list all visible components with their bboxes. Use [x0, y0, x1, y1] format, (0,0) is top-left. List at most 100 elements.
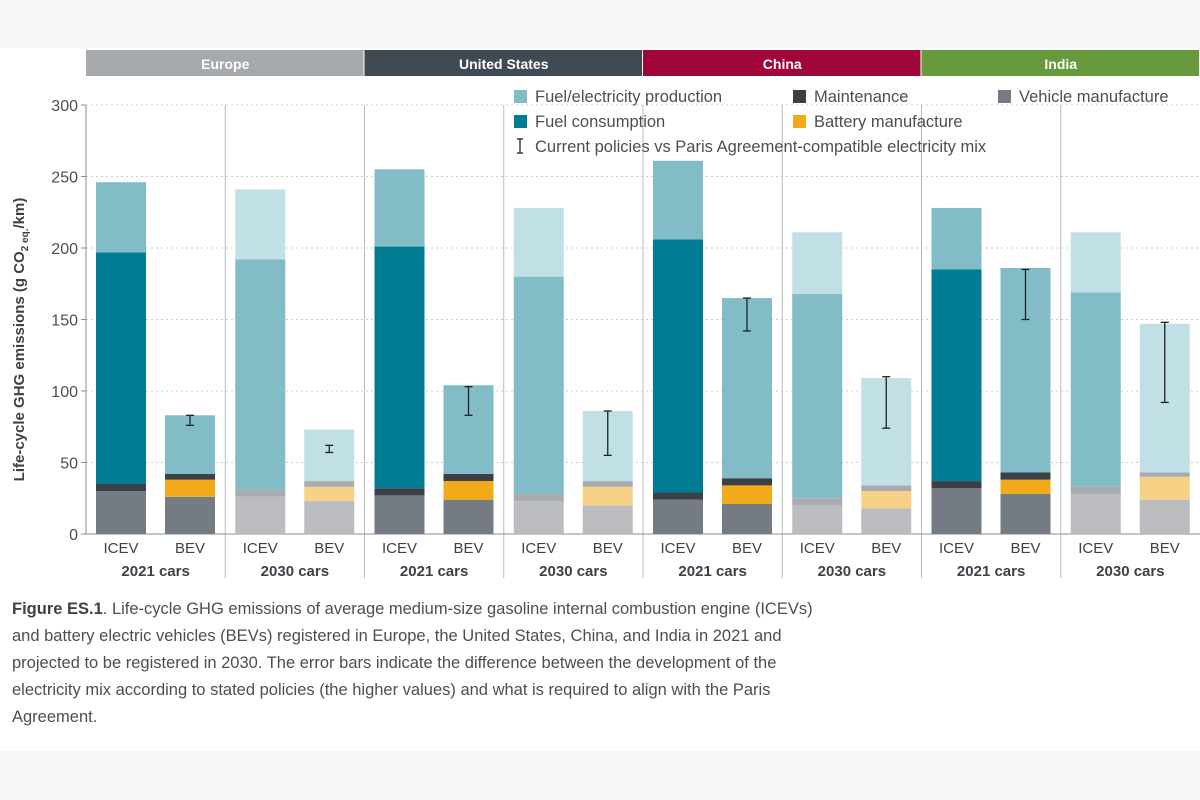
- bar-segment-vehicle-manufacture: [582, 505, 633, 534]
- x-tick-label: ICEV: [939, 540, 974, 557]
- bar-segment-battery-manufacture: [861, 491, 912, 509]
- region-header-united-states: [364, 50, 642, 76]
- x-tick-label: BEV: [453, 540, 483, 557]
- x-tick-label: ICEV: [1078, 540, 1113, 557]
- region-label: India: [1044, 56, 1077, 72]
- bar-segment-maintenance: [1139, 472, 1190, 477]
- y-tick-label: 50: [60, 456, 78, 473]
- legend-label: Fuel consumption: [535, 113, 665, 131]
- bar-segment-maintenance: [861, 485, 912, 492]
- legend-label: Current policies vs Paris Agreement-comp…: [535, 138, 987, 156]
- bar-segment-vehicle-manufacture: [1000, 493, 1051, 534]
- x-tick-label: ICEV: [521, 540, 556, 557]
- region-header-europe: [86, 50, 364, 76]
- bar-segment-battery-manufacture: [304, 486, 355, 502]
- bar-segment-maintenance: [722, 478, 772, 486]
- bar-segment-vehicle-manufacture: [513, 501, 564, 534]
- bar-segment-battery-manufacture: [1139, 476, 1190, 500]
- region-label: United States: [459, 56, 549, 72]
- bar-segment-maintenance: [931, 481, 982, 489]
- bar-segment-maintenance: [443, 473, 494, 482]
- bar-segment-fuel-electricity-production: [1070, 292, 1121, 487]
- caption-label: Figure ES.1: [12, 600, 103, 618]
- bar-segment-vehicle-manufacture: [374, 495, 425, 534]
- x-tick-label: BEV: [1150, 540, 1180, 557]
- bar-segment-maintenance: [792, 498, 843, 506]
- legend-swatch: [793, 90, 806, 103]
- bar-segment-fuel-electricity-production: [304, 429, 355, 482]
- bar-segment-battery-manufacture: [582, 486, 633, 506]
- figure: Europe United States China India 0 50 100 150 20…: [0, 48, 1200, 751]
- bar-segment-fuel-consumption: [374, 246, 425, 489]
- x-tick-label: ICEV: [660, 540, 695, 557]
- bar-segment-vehicle-manufacture: [235, 496, 286, 534]
- y-tick-label: 100: [51, 384, 78, 401]
- bar-segment-maintenance: [653, 492, 703, 500]
- figure-caption: Figure ES.1. Life-cycle GHG emissions of…: [12, 596, 842, 731]
- bar-segment-fuel-electricity-production: [792, 293, 843, 499]
- bar-segment-fuel-electricity-production: [374, 169, 425, 247]
- bar-segment-vehicle-manufacture: [861, 508, 912, 534]
- x-tick-label: ICEV: [800, 540, 835, 557]
- bar-segment-maintenance: [165, 473, 215, 480]
- legend-label: Battery manufacture: [814, 113, 963, 131]
- y-tick-label: 0: [69, 527, 78, 544]
- bar-segment-maintenance: [513, 493, 564, 502]
- caption-text: . Life-cycle GHG emissions of average me…: [12, 600, 813, 726]
- bar-segment-fuel-consumption: [96, 252, 146, 484]
- bar-segment-battery-manufacture: [443, 481, 494, 500]
- bar-segment-vehicle-manufacture: [304, 501, 355, 534]
- x-tick-label: BEV: [593, 540, 623, 557]
- region-label: Europe: [201, 56, 249, 72]
- y-axis-title: Life-cycle GHG emissions (g CO2 eq./km): [11, 198, 31, 482]
- region-header-china: [643, 50, 921, 76]
- y-tick-label: 150: [51, 313, 78, 330]
- bar-segment-fuel-electricity-production: [653, 160, 703, 240]
- x-group-label: 2021 cars: [400, 563, 468, 580]
- bar-segment-vehicle-manufacture: [165, 496, 215, 534]
- bar-segment-vehicle-manufacture: [722, 503, 772, 534]
- bar-segment-vehicle-manufacture: [931, 488, 982, 534]
- bar-segment-vehicle-manufacture: [792, 505, 843, 534]
- chart: Europe United States China India 0 50 100 150 20…: [11, 50, 1200, 580]
- y-tick-label: 300: [51, 98, 78, 115]
- bar-segment-vehicle-manufacture: [653, 499, 703, 534]
- x-group-label: 2030 cars: [818, 563, 886, 580]
- bar-segment-vehicle-manufacture: [1139, 499, 1190, 534]
- bar-segment-fuel-electricity-production-projection: [235, 189, 286, 260]
- legend-swatch: [793, 115, 806, 128]
- bar-segment-fuel-consumption: [653, 239, 703, 493]
- bar-segment-vehicle-manufacture: [1070, 493, 1121, 534]
- bar-segment-maintenance: [582, 481, 633, 487]
- bar-segment-fuel-electricity-production-projection: [513, 207, 564, 277]
- legend-label: Fuel/electricity production: [535, 88, 722, 106]
- x-group-label: 2021 cars: [957, 563, 1025, 580]
- x-tick-label: BEV: [732, 540, 762, 557]
- x-group-label: 2021 cars: [121, 563, 189, 580]
- x-group-label: 2021 cars: [678, 563, 746, 580]
- x-tick-label: BEV: [314, 540, 344, 557]
- legend-swatch: [514, 115, 527, 128]
- x-tick-label: ICEV: [243, 540, 278, 557]
- legend-label: Vehicle manufacture: [1019, 88, 1169, 106]
- x-tick-label: ICEV: [382, 540, 417, 557]
- bar-segment-vehicle-manufacture: [96, 491, 146, 534]
- bar-segment-fuel-electricity-production-projection: [1070, 232, 1121, 293]
- bar-segment-fuel-electricity-production-projection: [792, 232, 843, 294]
- bar-segment-battery-manufacture: [722, 485, 772, 504]
- x-tick-label: ICEV: [103, 540, 138, 557]
- region-header-india: [921, 50, 1199, 76]
- x-group-label: 2030 cars: [261, 563, 329, 580]
- bar-segment-battery-manufacture: [165, 479, 215, 497]
- y-tick-label: 250: [51, 170, 78, 187]
- bar-segment-fuel-electricity-production: [513, 276, 564, 494]
- x-tick-label: BEV: [175, 540, 205, 557]
- bar-segment-battery-manufacture: [1000, 479, 1051, 494]
- bar-segment-fuel-electricity-production: [96, 182, 146, 253]
- legend-label: Maintenance: [814, 88, 908, 106]
- x-group-label: 2030 cars: [539, 563, 607, 580]
- x-tick-label: BEV: [1010, 540, 1040, 557]
- bar-segment-maintenance: [235, 489, 286, 497]
- bar-segment-fuel-electricity-production: [931, 207, 982, 270]
- bar-segment-fuel-consumption: [931, 269, 982, 482]
